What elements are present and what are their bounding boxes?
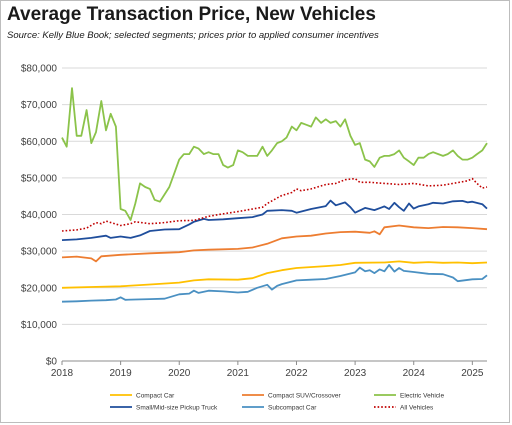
- x-tick-label: 2023: [344, 368, 367, 379]
- y-tick-label: $30,000: [21, 247, 58, 258]
- x-tick-label: 2020: [168, 368, 191, 379]
- series-line-small-mid-size-pickup-truck: [61, 199, 488, 241]
- y-tick-label: $80,000: [21, 64, 58, 75]
- x-tick-label: 2021: [227, 368, 250, 379]
- series-line-electric-vehicle: [61, 87, 488, 221]
- x-tick-label: 2022: [285, 368, 308, 379]
- legend-label-all-vehicles: All Vehicles: [400, 405, 434, 412]
- series-line-compact-suv-crossover: [61, 224, 488, 263]
- series-line-compact-car: [61, 260, 488, 289]
- x-tick-label: 2025: [461, 368, 484, 379]
- legend-label-small-mid-size-pickup-truck: Small/Mid-size Pickup Truck: [136, 405, 218, 412]
- chart-title: Average Transaction Price, New Vehicles: [7, 4, 376, 25]
- legend-label-compact-car: Compact Car: [136, 393, 175, 400]
- y-tick-label: $10,000: [21, 320, 58, 331]
- y-tick-label: $60,000: [21, 137, 58, 148]
- y-tick-label: $40,000: [21, 210, 58, 221]
- series-line-subcompact-car: [61, 264, 488, 303]
- x-tick-label: 2018: [51, 368, 74, 379]
- x-tick-label: 2019: [109, 368, 132, 379]
- legend-label-electric-vehicle: Electric Vehicle: [400, 393, 444, 400]
- legend-label-subcompact-car: Subcompact Car: [268, 405, 317, 412]
- series-line-all-vehicles: [61, 177, 488, 232]
- chart-subtitle: Source: Kelly Blue Book; selected segmen…: [7, 30, 379, 41]
- x-tick-label: 2024: [403, 368, 426, 379]
- y-tick-label: $70,000: [21, 100, 58, 111]
- y-tick-label: $20,000: [21, 283, 58, 294]
- y-tick-label: $50,000: [21, 173, 58, 184]
- y-tick-label: $0: [46, 357, 58, 368]
- legend-label-compact-suv-crossover: Compact SUV/Crossover: [268, 393, 341, 400]
